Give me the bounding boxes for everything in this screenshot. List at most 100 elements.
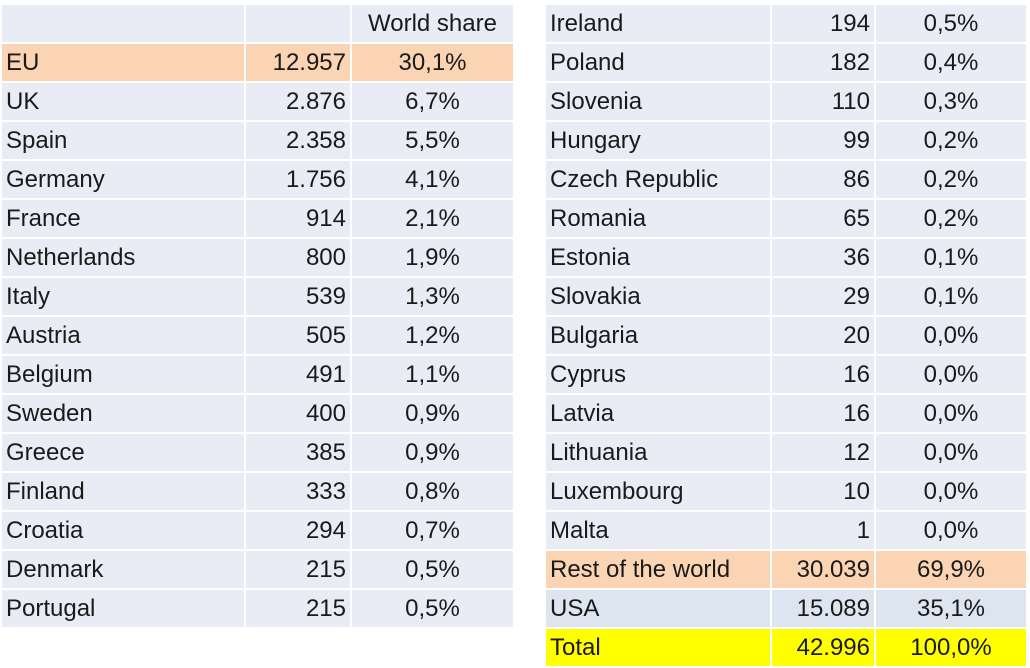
cell-value: 10 xyxy=(772,473,874,510)
cell-name: USA xyxy=(546,590,770,627)
table-row: Greece 385 0,9% xyxy=(2,434,513,471)
cell-share: 0,0% xyxy=(876,317,1026,354)
cell-share: 0,1% xyxy=(876,278,1026,315)
cell-value: 12 xyxy=(772,434,874,471)
left-table: World share EU 12.957 30,1% UK 2.876 6,7% Spai… xyxy=(0,3,515,629)
table-row: USA 15.089 35,1% xyxy=(546,590,1026,627)
cell-share: 0,2% xyxy=(876,122,1026,159)
table-row: EU 12.957 30,1% xyxy=(2,44,513,81)
cell-name: Italy xyxy=(2,278,244,315)
table-row: Denmark 215 0,5% xyxy=(2,551,513,588)
cell-name: Estonia xyxy=(546,239,770,276)
cell-value: 1 xyxy=(772,512,874,549)
cell-name: Poland xyxy=(546,44,770,81)
cell-value: 29 xyxy=(772,278,874,315)
cell-name: Portugal xyxy=(2,590,244,627)
cell-share: 30,1% xyxy=(352,44,513,81)
header-world-share: World share xyxy=(352,5,513,42)
cell-name: Slovenia xyxy=(546,83,770,120)
cell-name: UK xyxy=(2,83,244,120)
cell-name: Netherlands xyxy=(2,239,244,276)
cell-value: 491 xyxy=(246,356,350,393)
cell-name: Cyprus xyxy=(546,356,770,393)
cell-value: 42.996 xyxy=(772,629,874,666)
table-row: Poland 182 0,4% xyxy=(546,44,1026,81)
cell-share: 35,1% xyxy=(876,590,1026,627)
cell-share: 0,9% xyxy=(352,395,513,432)
cell-share: 0,0% xyxy=(876,473,1026,510)
cell-value: 36 xyxy=(772,239,874,276)
table-row: Italy 539 1,3% xyxy=(2,278,513,315)
cell-value: 110 xyxy=(772,83,874,120)
table-row: Portugal 215 0,5% xyxy=(2,590,513,627)
cell-value: 20 xyxy=(772,317,874,354)
cell-share: 0,1% xyxy=(876,239,1026,276)
table-row: Hungary 99 0,2% xyxy=(546,122,1026,159)
table-row: Rest of the world 30.039 69,9% xyxy=(546,551,1026,588)
cell-name: Total xyxy=(546,629,770,666)
cell-share: 6,7% xyxy=(352,83,513,120)
table-row: Germany 1.756 4,1% xyxy=(2,161,513,198)
cell-share: 0,0% xyxy=(876,356,1026,393)
cell-share: 0,2% xyxy=(876,161,1026,198)
header-name xyxy=(2,5,244,42)
table-row: Luxembourg 10 0,0% xyxy=(546,473,1026,510)
cell-share: 1,9% xyxy=(352,239,513,276)
cell-name: Romania xyxy=(546,200,770,237)
cell-share: 4,1% xyxy=(352,161,513,198)
cell-value: 505 xyxy=(246,317,350,354)
table-row: Finland 333 0,8% xyxy=(2,473,513,510)
cell-share: 100,0% xyxy=(876,629,1026,666)
cell-value: 194 xyxy=(772,5,874,42)
cell-name: Denmark xyxy=(2,551,244,588)
cell-share: 2,1% xyxy=(352,200,513,237)
table-row: Malta 1 0,0% xyxy=(546,512,1026,549)
cell-name: Croatia xyxy=(2,512,244,549)
cell-share: 0,0% xyxy=(876,512,1026,549)
cell-name: Slovakia xyxy=(546,278,770,315)
table-row: Austria 505 1,2% xyxy=(2,317,513,354)
cell-name: Sweden xyxy=(2,395,244,432)
table-row: Latvia 16 0,0% xyxy=(546,395,1026,432)
cell-name: Lithuania xyxy=(546,434,770,471)
table-row: Romania 65 0,2% xyxy=(546,200,1026,237)
table-row: Estonia 36 0,1% xyxy=(546,239,1026,276)
table-row: France 914 2,1% xyxy=(2,200,513,237)
cell-share: 1,1% xyxy=(352,356,513,393)
header-value xyxy=(246,5,350,42)
cell-name: Greece xyxy=(2,434,244,471)
cell-name: Bulgaria xyxy=(546,317,770,354)
cell-value: 15.089 xyxy=(772,590,874,627)
cell-value: 800 xyxy=(246,239,350,276)
cell-share: 0,0% xyxy=(876,395,1026,432)
cell-share: 69,9% xyxy=(876,551,1026,588)
right-table: Ireland 194 0,5% Poland 182 0,4% Slovenia 110 0,… xyxy=(544,3,1028,668)
cell-share: 1,2% xyxy=(352,317,513,354)
cell-value: 30.039 xyxy=(772,551,874,588)
table-row: UK 2.876 6,7% xyxy=(2,83,513,120)
cell-value: 1.756 xyxy=(246,161,350,198)
cell-value: 914 xyxy=(246,200,350,237)
table-row: Lithuania 12 0,0% xyxy=(546,434,1026,471)
cell-value: 294 xyxy=(246,512,350,549)
cell-name: Luxembourg xyxy=(546,473,770,510)
cell-value: 333 xyxy=(246,473,350,510)
cell-name: Germany xyxy=(2,161,244,198)
cell-share: 0,8% xyxy=(352,473,513,510)
cell-name: Hungary xyxy=(546,122,770,159)
cell-name: France xyxy=(2,200,244,237)
cell-name: Spain xyxy=(2,122,244,159)
cell-share: 0,2% xyxy=(876,200,1026,237)
cell-name: Finland xyxy=(2,473,244,510)
table-row: Spain 2.358 5,5% xyxy=(2,122,513,159)
cell-value: 2.876 xyxy=(246,83,350,120)
cell-share: 5,5% xyxy=(352,122,513,159)
cell-name: Malta xyxy=(546,512,770,549)
cell-share: 0,0% xyxy=(876,434,1026,471)
cell-value: 16 xyxy=(772,395,874,432)
cell-share: 0,9% xyxy=(352,434,513,471)
cell-value: 2.358 xyxy=(246,122,350,159)
table-row: Czech Republic 86 0,2% xyxy=(546,161,1026,198)
table-row: Netherlands 800 1,9% xyxy=(2,239,513,276)
table-row: Sweden 400 0,9% xyxy=(2,395,513,432)
